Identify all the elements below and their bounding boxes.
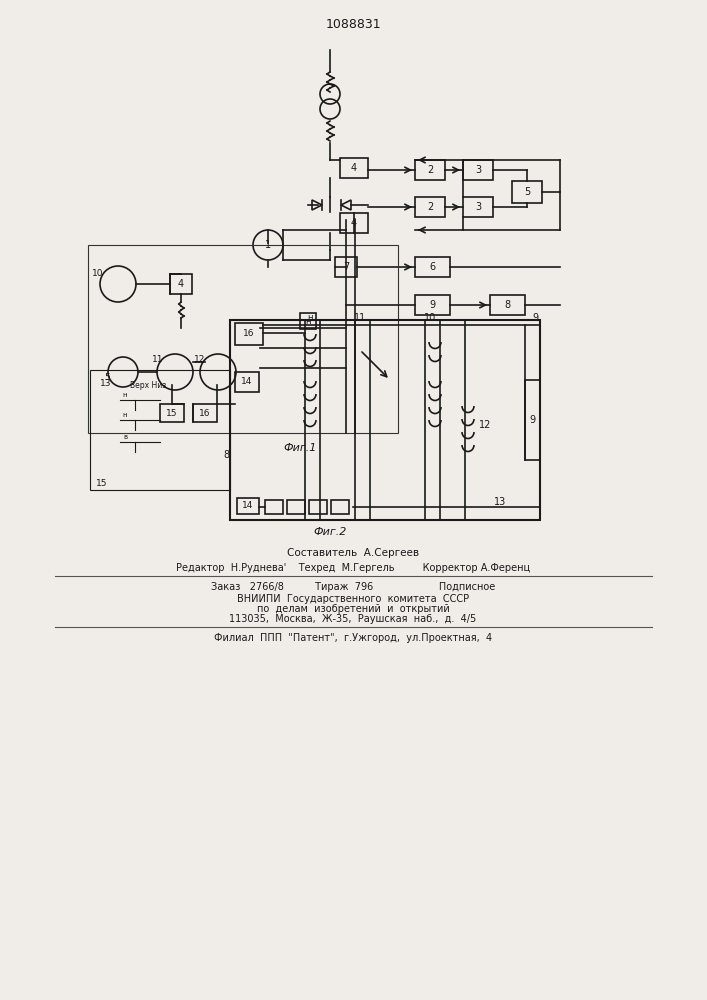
- Text: н: н: [305, 316, 311, 326]
- Text: 14: 14: [241, 377, 252, 386]
- Text: Заказ   2766/8          Тираж  796                     Подписное: Заказ 2766/8 Тираж 796 Подписное: [211, 582, 495, 592]
- Text: по  делам  изобретений  и  открытий: по делам изобретений и открытий: [257, 604, 450, 614]
- Text: 16: 16: [199, 408, 211, 418]
- Text: 12: 12: [194, 356, 206, 364]
- Bar: [340, 158, 368, 178]
- Text: 11: 11: [152, 356, 164, 364]
- Text: 10: 10: [424, 313, 436, 323]
- Text: 1088831: 1088831: [325, 18, 381, 31]
- Bar: [193, 404, 217, 422]
- Text: Редактор  Н.Руднева'    Техред  М.Гергель         Корректор А.Ференц: Редактор Н.Руднева' Техред М.Гергель Кор…: [176, 563, 530, 573]
- Bar: [415, 257, 450, 277]
- Bar: [309, 500, 327, 514]
- Bar: [415, 295, 450, 315]
- Bar: [90, 370, 230, 490]
- Text: Верх Низ: Верх Низ: [130, 380, 166, 389]
- Bar: [235, 372, 259, 392]
- Bar: [340, 213, 368, 233]
- Bar: [235, 323, 263, 345]
- Text: 16: 16: [243, 330, 255, 338]
- Bar: [463, 197, 493, 217]
- Text: 1: 1: [265, 240, 271, 250]
- Text: 8: 8: [223, 450, 229, 460]
- Text: Филиал  ППП  "Патент",  г.Ужгород,  ул.Проектная,  4: Филиал ППП "Патент", г.Ужгород, ул.Проек…: [214, 633, 492, 643]
- Text: 113035,  Москва,  Ж-35,  Раушская  наб.,  д.  4/5: 113035, Москва, Ж-35, Раушская наб., д. …: [229, 614, 477, 624]
- Text: 5: 5: [104, 373, 110, 382]
- Bar: [230, 320, 540, 520]
- Text: 7: 7: [343, 262, 349, 272]
- Text: 3: 3: [475, 202, 481, 212]
- Bar: [300, 313, 316, 329]
- Text: 4: 4: [351, 218, 357, 228]
- Bar: [331, 500, 349, 514]
- Text: 14: 14: [243, 502, 254, 510]
- Bar: [88, 245, 398, 433]
- Bar: [170, 274, 192, 294]
- Text: н: н: [123, 412, 127, 418]
- Bar: [415, 197, 445, 217]
- Bar: [490, 295, 525, 315]
- Bar: [463, 160, 493, 180]
- Text: Фиг.2: Фиг.2: [313, 527, 346, 537]
- Text: 10: 10: [92, 269, 104, 278]
- Text: ВНИИПИ  Государственного  комитета  СССР: ВНИИПИ Государственного комитета СССР: [237, 594, 469, 604]
- Text: 9: 9: [529, 415, 535, 425]
- Text: Фиг.1: Фиг.1: [284, 443, 317, 453]
- Text: н: н: [308, 314, 312, 322]
- Bar: [237, 498, 259, 514]
- Text: 15: 15: [96, 480, 107, 488]
- Text: 13: 13: [100, 379, 112, 388]
- Bar: [287, 500, 305, 514]
- Bar: [512, 181, 542, 203]
- Text: 9: 9: [532, 313, 538, 323]
- Text: 12: 12: [479, 420, 491, 430]
- Text: 13: 13: [494, 497, 506, 507]
- Text: 3: 3: [475, 165, 481, 175]
- Bar: [335, 257, 357, 277]
- Text: 2: 2: [427, 165, 433, 175]
- Text: 6: 6: [429, 262, 436, 272]
- Text: 5: 5: [524, 187, 530, 197]
- Text: в: в: [123, 434, 127, 440]
- Bar: [415, 160, 445, 180]
- Text: 9: 9: [429, 300, 436, 310]
- Text: 4: 4: [351, 163, 357, 173]
- Bar: [525, 380, 540, 460]
- Text: Составитель  А.Сергеев: Составитель А.Сергеев: [287, 548, 419, 558]
- Bar: [265, 500, 283, 514]
- Text: 4: 4: [178, 279, 184, 289]
- Text: 11: 11: [354, 313, 366, 323]
- Text: 8: 8: [504, 300, 510, 310]
- Text: 15: 15: [166, 408, 177, 418]
- Bar: [160, 404, 184, 422]
- Text: н: н: [123, 392, 127, 398]
- Text: 2: 2: [427, 202, 433, 212]
